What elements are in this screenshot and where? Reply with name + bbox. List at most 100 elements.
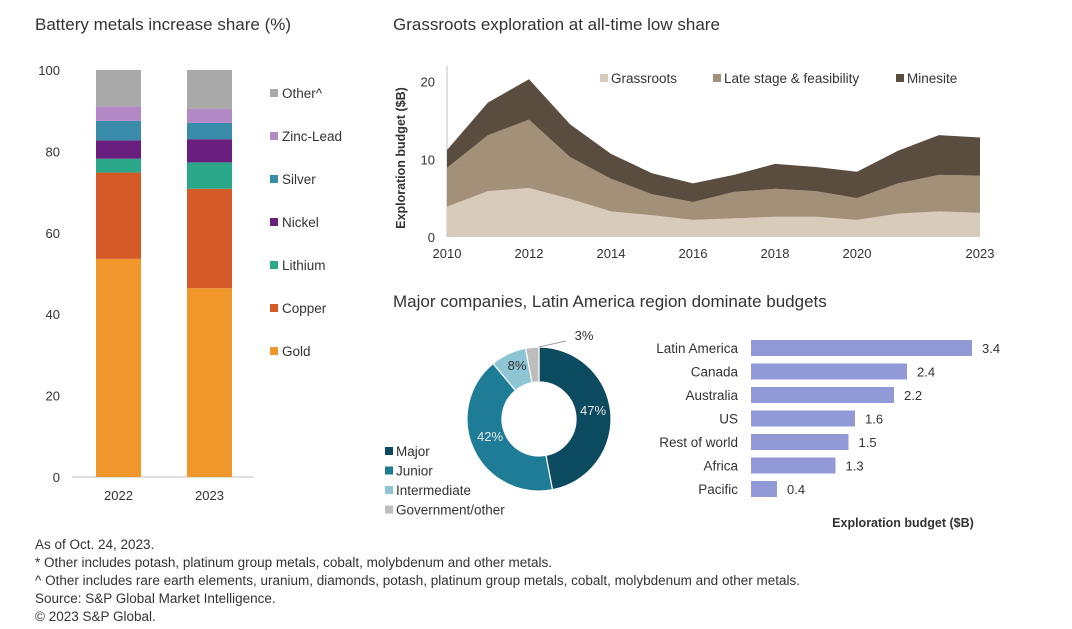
footnote-source: Source: S&P Global Market Intelligence. bbox=[35, 591, 276, 606]
y-tick-label: 100 bbox=[38, 63, 60, 78]
legend-swatch bbox=[270, 304, 278, 312]
x-tick-label: 2023 bbox=[966, 246, 995, 261]
area-chart-title: Grassroots exploration at all-time low s… bbox=[393, 15, 720, 34]
legend-swatch bbox=[270, 261, 278, 269]
footnote-copyright: © 2023 S&P Global. bbox=[35, 609, 156, 624]
footnote-other-caret: ^ Other includes rare earth elements, ur… bbox=[35, 573, 800, 588]
donut-slice-intermediate bbox=[492, 347, 533, 392]
x-tick-label: 2018 bbox=[761, 246, 790, 261]
y-axis-label: Exploration budget ($B) bbox=[394, 87, 408, 229]
donut-value-label: 47% bbox=[580, 403, 606, 418]
leader-line bbox=[538, 340, 567, 348]
area-latestagefeasibility bbox=[447, 119, 980, 220]
x-tick-label: 2022 bbox=[104, 488, 133, 503]
bar-segment-zinclead bbox=[187, 108, 232, 123]
legend-swatch bbox=[270, 175, 278, 183]
donut-value-label: 8% bbox=[508, 358, 527, 373]
legend-label: Late stage & feasibility bbox=[724, 71, 859, 86]
bar-segment-copper bbox=[187, 188, 232, 289]
value-label: 1.5 bbox=[859, 435, 877, 450]
y-tick-label: 20 bbox=[421, 75, 435, 90]
area-grassroots bbox=[447, 188, 980, 237]
legend-label: Gold bbox=[282, 344, 311, 359]
value-label: 0.4 bbox=[787, 482, 805, 497]
legend-swatch bbox=[385, 466, 393, 475]
area-minesite bbox=[447, 79, 980, 203]
y-tick-label: 0 bbox=[428, 230, 435, 245]
bar-segment-lithium bbox=[187, 162, 232, 189]
y-tick-label: 60 bbox=[46, 226, 60, 241]
y-tick-label: 20 bbox=[46, 389, 60, 404]
footnotes: As of Oct. 24, 2023. * Other includes po… bbox=[35, 536, 800, 626]
legend-swatch bbox=[270, 89, 278, 97]
category-label: Australia bbox=[685, 388, 738, 403]
y-tick-label: 0 bbox=[53, 470, 60, 485]
y-tick-label: 40 bbox=[46, 307, 60, 322]
hbar bbox=[751, 410, 855, 427]
donut-slice-governmentother bbox=[524, 346, 540, 384]
value-label: 3.4 bbox=[982, 341, 1000, 356]
legend-label: Major bbox=[396, 444, 430, 459]
legend-label: Junior bbox=[396, 464, 433, 479]
hbar bbox=[751, 457, 836, 474]
legend-swatch bbox=[270, 132, 278, 140]
category-label: US bbox=[719, 412, 738, 427]
legend-swatch bbox=[385, 447, 393, 455]
footnote-other-asterisk: * Other includes potash, platinum group … bbox=[35, 555, 553, 570]
donut-value-label: 42% bbox=[477, 429, 503, 444]
value-label: 1.6 bbox=[865, 412, 883, 427]
legend-label: Intermediate bbox=[396, 483, 471, 498]
legend-swatch bbox=[713, 74, 721, 82]
bar-segment-other bbox=[96, 70, 141, 107]
bar-segment-nickel bbox=[187, 139, 232, 163]
donut-slice-junior bbox=[466, 362, 554, 492]
x-axis-label: Exploration budget ($B) bbox=[832, 516, 974, 530]
legend-label: Nickel bbox=[282, 215, 319, 230]
legend-swatch bbox=[385, 486, 393, 494]
legend-label: Government/other bbox=[396, 503, 505, 518]
value-label: 1.3 bbox=[846, 459, 864, 474]
bar-segment-silver bbox=[187, 122, 232, 140]
donut-chart-title: Major companies, Latin America region do… bbox=[393, 292, 827, 311]
legend-swatch bbox=[270, 218, 278, 226]
y-tick-label: 10 bbox=[421, 152, 435, 167]
legend-label: Minesite bbox=[907, 71, 957, 86]
bar-segment-zinclead bbox=[96, 106, 141, 121]
donut-value-label: 3% bbox=[575, 328, 594, 343]
legend-swatch bbox=[600, 74, 608, 82]
category-label: Canada bbox=[691, 365, 739, 380]
x-tick-label: 2010 bbox=[433, 246, 462, 261]
legend-label: Zinc-Lead bbox=[282, 129, 342, 144]
legend-label: Silver bbox=[282, 172, 316, 187]
legend-label: Grassroots bbox=[611, 71, 677, 86]
legend-label: Other^ bbox=[282, 86, 323, 101]
category-label: Pacific bbox=[698, 482, 738, 497]
x-tick-label: 2023 bbox=[195, 488, 224, 503]
hbar bbox=[751, 363, 907, 380]
x-tick-label: 2016 bbox=[679, 246, 708, 261]
category-label: Africa bbox=[703, 459, 738, 474]
footnote-as-of: As of Oct. 24, 2023. bbox=[35, 537, 155, 552]
bar-segment-silver bbox=[96, 120, 141, 141]
legend-swatch bbox=[385, 505, 393, 514]
category-label: Latin America bbox=[656, 341, 738, 356]
bar-segment-gold bbox=[187, 288, 232, 477]
bar-segment-copper bbox=[96, 172, 141, 259]
legend-label: Lithium bbox=[282, 258, 326, 273]
x-tick-label: 2012 bbox=[515, 246, 544, 261]
legend-swatch bbox=[270, 347, 278, 355]
donut-slice-major bbox=[538, 346, 612, 491]
y-tick-label: 80 bbox=[46, 144, 60, 159]
bar-segment-lithium bbox=[96, 158, 141, 173]
hbar bbox=[751, 481, 777, 497]
value-label: 2.2 bbox=[904, 388, 922, 403]
hbar bbox=[751, 340, 972, 356]
bar-segment-gold bbox=[96, 258, 141, 477]
legend-swatch bbox=[896, 74, 904, 82]
hbar bbox=[751, 434, 849, 450]
value-label: 2.4 bbox=[917, 365, 935, 380]
bar-segment-nickel bbox=[96, 140, 141, 159]
